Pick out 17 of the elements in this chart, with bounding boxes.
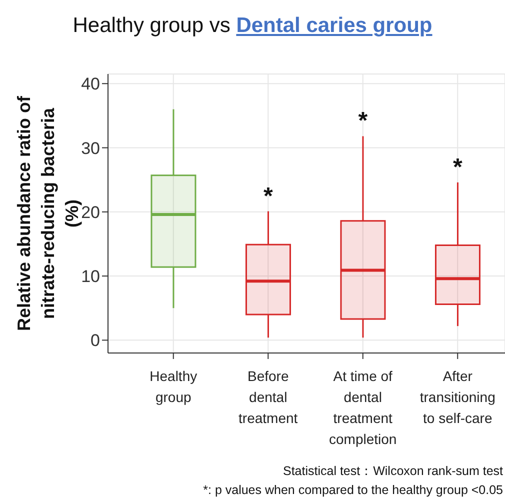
y-tick-label: 10: [81, 267, 100, 286]
x-tick-label: Before dental treatment: [238, 368, 298, 426]
y-tick-label: 0: [90, 331, 100, 350]
chart-subtitle: Dental caries group: [236, 14, 432, 37]
x-tick-label: Healthy group: [150, 368, 198, 405]
annotation: *: [358, 108, 368, 135]
x-tick-label: After transitioning to self-care: [420, 368, 496, 426]
x-tick-label: At time of dental treatment completion: [329, 368, 397, 447]
y-tick-label: 30: [81, 138, 100, 158]
text: *: p values when compared to the healthy group <0.05: [203, 482, 503, 499]
chart-title: Healthy group vs: [72, 14, 230, 37]
y-axis-title: Relative abundance ratio of nitrate-reducing bacteria (%): [14, 94, 82, 332]
y-tick-label: 40: [81, 74, 100, 94]
y-tick-label: 20: [81, 202, 100, 222]
annotation: *: [452, 154, 463, 181]
text: Statistical test：Wilcoxon rank-sum test: [282, 463, 503, 480]
annotation: *: [263, 182, 274, 210]
